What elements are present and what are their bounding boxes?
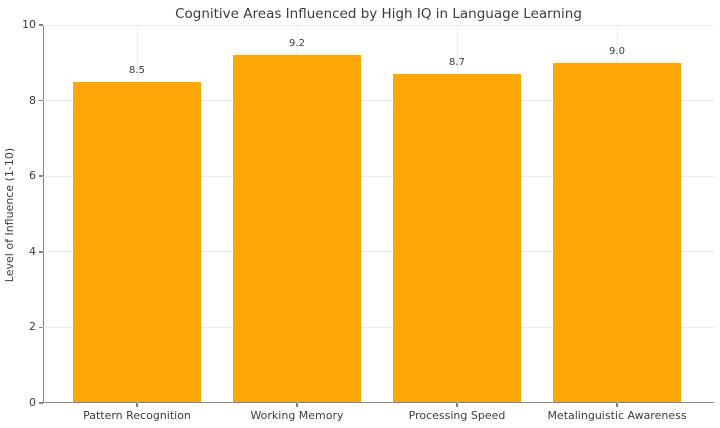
y-tick-label: 6 [29, 169, 36, 183]
bar-working-memory [233, 55, 361, 402]
x-tick-mark [136, 403, 138, 407]
h-gridline [43, 24, 714, 26]
y-tick-mark [39, 402, 43, 404]
bar-pattern-recognition [73, 81, 201, 402]
h-gridline [43, 100, 714, 102]
y-tick-mark [39, 24, 43, 26]
y-tick-mark [39, 175, 43, 177]
y-axis-label: Level of Influence (1-10) [3, 147, 16, 283]
y-tick-label: 2 [29, 320, 36, 334]
chart-title: Cognitive Areas Influenced by High IQ in… [175, 6, 582, 22]
bar-value-label: 8.7 [449, 57, 465, 69]
x-tick-label: Metalinguistic Awareness [547, 409, 687, 422]
y-tick-mark [39, 251, 43, 253]
bar-value-label: 8.5 [129, 64, 145, 76]
plot-area [43, 25, 714, 403]
x-tick-mark [616, 403, 618, 407]
bar-processing-speed [393, 74, 521, 402]
x-tick-label: Pattern Recognition [83, 409, 191, 422]
y-tick-label: 4 [29, 244, 36, 258]
x-tick-mark [456, 403, 458, 407]
h-gridline [43, 326, 714, 328]
y-tick-mark [39, 99, 43, 102]
y-tick-label: 0 [29, 396, 36, 409]
bar-value-label: 9.0 [609, 45, 625, 57]
x-tick-label: Processing Speed [408, 409, 506, 422]
h-gridline [43, 251, 714, 253]
bar-metalinguistic-awareness [553, 62, 681, 402]
x-tick-label: Working Memory [250, 409, 344, 422]
y-tick-label: 8 [29, 93, 36, 107]
x-tick-mark [296, 403, 298, 407]
y-tick-label: 10 [22, 18, 36, 31]
y-tick-mark [39, 326, 43, 329]
h-gridline [43, 175, 714, 177]
bar-value-label: 9.2 [289, 38, 305, 50]
